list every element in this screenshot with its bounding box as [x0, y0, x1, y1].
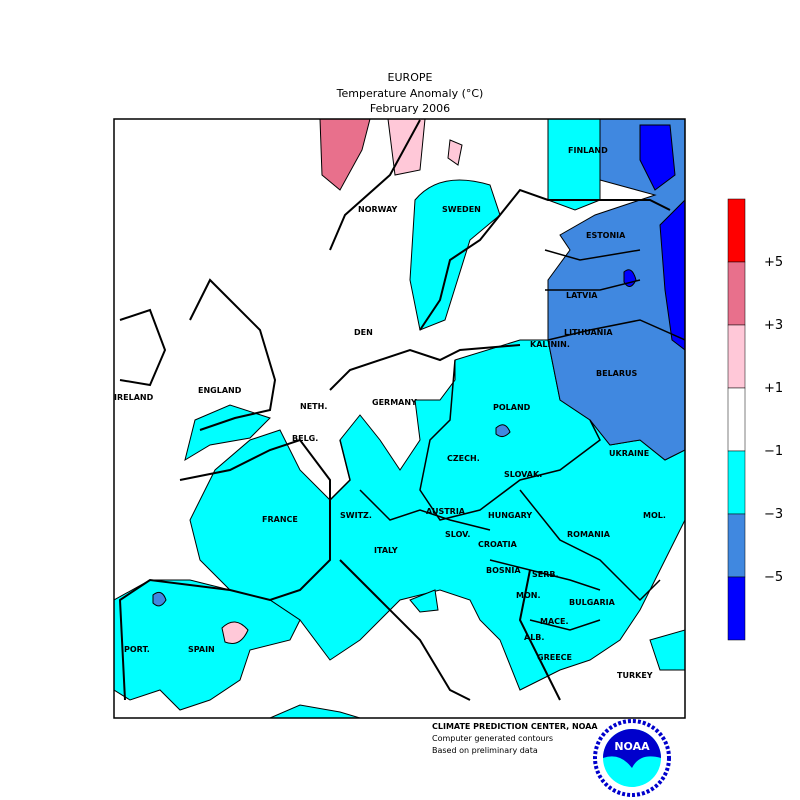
- label-estonia: ESTONIA: [586, 231, 626, 240]
- coastlines: [118, 119, 671, 701]
- label-croatia: CROATIA: [478, 540, 518, 549]
- label-moldova: MOL.: [643, 511, 666, 520]
- label-netherlands: NETH.: [300, 402, 327, 411]
- noaa-logo-text: NOAA: [614, 740, 650, 753]
- label-denmark: DEN: [354, 328, 373, 337]
- label-france: FRANCE: [262, 515, 298, 524]
- label-england: ENGLAND: [198, 386, 242, 395]
- label-bulgaria: BULGARIA: [569, 598, 616, 607]
- label-romania: ROMANIA: [567, 530, 611, 539]
- label-ireland: IRELAND: [114, 393, 154, 402]
- label-belarus: BELARUS: [596, 369, 638, 378]
- legend-swatch-2: [727, 324, 746, 389]
- legend-swatch-5: [727, 513, 746, 578]
- label-greece: GREECE: [537, 653, 572, 662]
- label-norway: NORWAY: [358, 205, 398, 214]
- label-czech: CZECH.: [447, 454, 480, 463]
- label-latvia: LATVIA: [566, 291, 598, 300]
- legend-label-minus3: −3: [764, 507, 784, 522]
- anomaly-warm-region-norway: [319, 119, 371, 191]
- label-macedonia: MACE.: [540, 617, 569, 626]
- credit-line-3: Based on preliminary data: [432, 746, 538, 755]
- label-albania: ALB.: [524, 633, 544, 642]
- label-austria: AUSTRIA: [426, 507, 466, 516]
- label-hungary: HUNGARY: [488, 511, 532, 520]
- legend-color-bar: [727, 198, 746, 641]
- label-montenegro: MON.: [516, 591, 541, 600]
- country-borders: [329, 249, 685, 631]
- label-italy: ITALY: [374, 546, 398, 555]
- label-spain: SPAIN: [188, 645, 215, 654]
- legend-swatch-0: [727, 198, 746, 263]
- legend-label-plus3: +3: [764, 318, 784, 333]
- label-switzerland: SWITZ.: [340, 511, 372, 520]
- label-kaliningrad: KALININ.: [530, 340, 570, 349]
- label-bosnia: BOSNIA: [486, 566, 521, 575]
- map-region-title: EUROPE: [387, 71, 433, 84]
- label-lithuania: LITHUANIA: [564, 328, 613, 337]
- map-frame: [113, 118, 686, 719]
- legend-label-plus1: +1: [764, 381, 784, 396]
- label-finland: FINLAND: [568, 146, 608, 155]
- legend-swatch-1: [727, 261, 746, 326]
- label-poland: POLAND: [493, 403, 531, 412]
- legend-swatch-4: [727, 450, 746, 515]
- country-labels: FINLAND NORWAY SWEDEN ESTONIA LATVIA LIT…: [114, 146, 666, 680]
- label-portugal: PORT.: [124, 645, 150, 654]
- label-ukraine: UKRAINE: [609, 449, 649, 458]
- legend-swatch-3: [727, 387, 746, 452]
- label-turkey: TURKEY: [617, 671, 653, 680]
- anomaly-extreme-cold-regions: [623, 124, 685, 351]
- map-period: February 2006: [369, 102, 451, 115]
- label-belgium: BELG.: [292, 434, 318, 443]
- credit-line-2: Computer generated contours: [432, 734, 554, 743]
- legend-swatch-6: [727, 576, 746, 641]
- label-germany: GERMANY: [372, 398, 417, 407]
- label-sweden: SWEDEN: [442, 205, 481, 214]
- label-slovakia: SLOVAK.: [504, 470, 542, 479]
- noaa-logo: NOAA: [593, 719, 671, 797]
- credit-line-1: CLIMATE PREDICTION CENTER, NOAA: [432, 722, 598, 731]
- label-serbia: SERB.: [532, 570, 559, 579]
- legend-label-plus5: +5: [764, 255, 784, 270]
- map-title: Temperature Anomaly (°C): [336, 87, 484, 100]
- legend-label-minus5: −5: [764, 570, 784, 585]
- label-slovenia: SLOV.: [445, 530, 470, 539]
- legend-label-minus1: −1: [764, 444, 784, 459]
